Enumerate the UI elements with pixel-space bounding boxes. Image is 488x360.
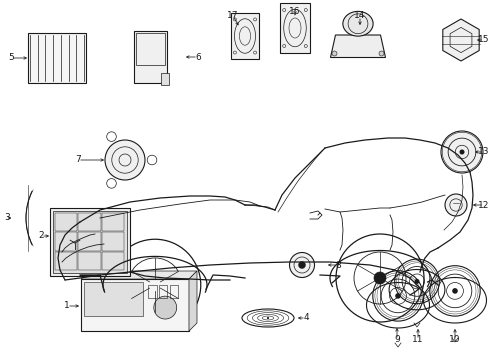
Bar xyxy=(280,3,309,53)
Bar xyxy=(81,279,189,331)
Circle shape xyxy=(266,317,268,319)
Text: 6: 6 xyxy=(195,53,201,62)
Polygon shape xyxy=(442,19,478,61)
Bar xyxy=(78,252,101,270)
Text: 1: 1 xyxy=(64,302,70,310)
Circle shape xyxy=(298,261,305,269)
Circle shape xyxy=(394,293,400,299)
Text: 13: 13 xyxy=(477,148,488,157)
Bar xyxy=(55,252,77,270)
Bar xyxy=(102,252,124,270)
Text: 3: 3 xyxy=(4,213,10,222)
Circle shape xyxy=(440,131,482,173)
Circle shape xyxy=(459,149,464,154)
Bar xyxy=(230,13,259,59)
Circle shape xyxy=(444,194,466,216)
Circle shape xyxy=(154,296,176,319)
Bar xyxy=(159,285,167,298)
Text: 5: 5 xyxy=(8,54,14,63)
Polygon shape xyxy=(330,35,385,58)
Text: 7: 7 xyxy=(75,156,81,165)
Text: 12: 12 xyxy=(477,201,488,210)
Ellipse shape xyxy=(342,12,372,36)
Bar xyxy=(135,33,164,65)
Text: 14: 14 xyxy=(354,12,365,21)
Circle shape xyxy=(289,252,314,278)
Circle shape xyxy=(331,51,336,56)
Circle shape xyxy=(451,288,457,294)
Bar xyxy=(84,282,143,316)
Text: 11: 11 xyxy=(411,336,423,345)
Circle shape xyxy=(105,140,145,180)
Text: 2: 2 xyxy=(38,231,44,240)
Bar xyxy=(55,232,77,251)
Bar xyxy=(55,213,77,231)
Bar xyxy=(160,73,168,85)
Text: 4: 4 xyxy=(303,314,308,323)
Text: 10: 10 xyxy=(448,336,460,345)
Circle shape xyxy=(378,51,383,56)
Polygon shape xyxy=(189,271,197,331)
Circle shape xyxy=(414,279,419,284)
Text: 17: 17 xyxy=(227,12,238,21)
Text: 8: 8 xyxy=(334,261,340,270)
Text: 16: 16 xyxy=(289,8,300,17)
Bar xyxy=(53,211,127,273)
Text: 9: 9 xyxy=(393,336,399,345)
Bar xyxy=(28,33,86,83)
Bar xyxy=(133,31,166,83)
Circle shape xyxy=(373,272,385,284)
Bar xyxy=(78,213,101,231)
Polygon shape xyxy=(81,271,197,279)
Text: 15: 15 xyxy=(477,36,488,45)
Bar xyxy=(169,285,178,298)
Bar xyxy=(50,208,130,276)
Bar xyxy=(78,232,101,251)
Bar xyxy=(102,232,124,251)
Bar xyxy=(148,285,156,298)
Bar xyxy=(102,213,124,231)
Circle shape xyxy=(148,279,161,291)
